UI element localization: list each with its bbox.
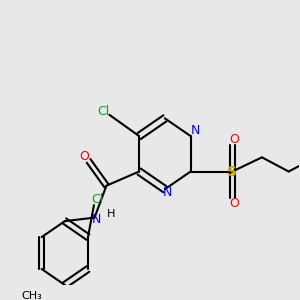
Text: S: S: [227, 164, 237, 178]
Text: O: O: [229, 133, 238, 146]
Text: N: N: [190, 124, 200, 137]
Text: Cl: Cl: [97, 105, 110, 118]
Text: CH₃: CH₃: [22, 291, 43, 300]
Text: N: N: [163, 186, 172, 199]
Text: H: H: [107, 209, 115, 219]
Text: N: N: [91, 213, 101, 226]
Text: O: O: [79, 150, 89, 163]
Text: O: O: [229, 197, 238, 210]
Text: Cl: Cl: [91, 194, 103, 206]
